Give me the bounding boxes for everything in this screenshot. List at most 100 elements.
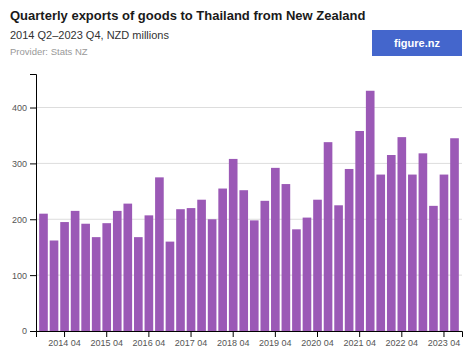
y-tick: 400: [12, 103, 36, 113]
bar: [355, 131, 364, 331]
x-tick-mark: [106, 331, 107, 337]
x-tick-mark: [148, 331, 149, 337]
x-tick-label: 2020 04: [301, 338, 334, 348]
x-tick: 2015 04: [90, 331, 123, 348]
y-tick: 100: [12, 271, 36, 281]
bar: [387, 155, 396, 331]
y-tick-mark: [30, 163, 36, 164]
title: Quarterly exports of goods to Thailand f…: [10, 8, 365, 23]
bar: [239, 190, 248, 331]
x-tick-mark: [191, 331, 192, 337]
x-tick-mark: [233, 331, 234, 337]
watermark-text: figure.nz: [394, 37, 440, 49]
y-tick-label: 300: [12, 159, 27, 169]
bar: [345, 169, 354, 331]
y-tick-label: 400: [12, 103, 27, 113]
bar: [176, 209, 185, 331]
x-tick: 2017 04: [175, 331, 208, 348]
bar: [303, 218, 312, 331]
watermark: figure.nz: [372, 30, 462, 56]
x-tick-label: 2018 04: [217, 338, 250, 348]
y-axis: 0 100 200 300 400: [12, 75, 37, 337]
x-tick: 2018 04: [217, 331, 250, 348]
y-axis-line: [30, 75, 37, 332]
grid-line: [36, 107, 462, 108]
y-tick-label: 100: [12, 271, 27, 281]
bar: [113, 211, 122, 331]
x-tick-label: 2023 04: [428, 338, 461, 348]
y-tick-mark: [30, 219, 36, 220]
x-tick: 2022 04: [386, 331, 419, 348]
x-tick-label: 2019 04: [259, 338, 292, 348]
bar: [145, 215, 154, 331]
y-tick: 300: [12, 159, 36, 169]
x-tick: 2021 04: [343, 331, 376, 348]
bar: [81, 224, 90, 331]
bar: [271, 168, 280, 331]
x-tick-label: 2021 04: [343, 338, 376, 348]
bar: [218, 189, 227, 331]
y-tick-mark: [30, 108, 36, 109]
bars: [39, 91, 459, 331]
x-tick-label: 2016 04: [133, 338, 166, 348]
bar: [71, 211, 80, 331]
y-tick: 200: [12, 215, 36, 225]
bar: [292, 229, 301, 331]
x-tick-mark: [317, 331, 318, 337]
y-tick-label: 200: [12, 215, 27, 225]
bar: [166, 242, 175, 331]
bar: [187, 208, 196, 331]
x-tick-mark: [401, 331, 402, 337]
bar: [450, 138, 459, 331]
bar: [313, 200, 322, 331]
bar: [366, 91, 375, 331]
y-tick-mark: [30, 275, 36, 276]
grid: [36, 108, 462, 331]
x-tick-label: 2014 04: [48, 338, 81, 348]
bar: [197, 200, 206, 331]
y-tick: 0: [22, 326, 36, 336]
bar: [429, 206, 438, 331]
bar: [376, 175, 385, 331]
x-axis-line: [37, 332, 463, 338]
bar: [324, 142, 333, 331]
provider: Provider: Stats NZ: [10, 46, 88, 57]
bar: [50, 240, 59, 331]
x-tick-mark: [64, 331, 65, 337]
bar: [134, 237, 143, 331]
y-tick-label: 0: [22, 326, 27, 336]
subtitle: 2014 Q2–2023 Q4, NZD millions: [10, 29, 169, 41]
bar: [155, 177, 164, 331]
x-tick: 2023 04: [428, 331, 461, 348]
bar: [229, 159, 238, 331]
bar: [123, 204, 132, 331]
x-tick-mark: [359, 331, 360, 337]
bar: [334, 205, 343, 331]
chart: Quarterly exports of goods to Thailand f…: [0, 0, 474, 355]
x-tick-label: 2017 04: [175, 338, 208, 348]
y-tick-mark: [30, 331, 36, 332]
bar: [102, 223, 111, 331]
bar: [419, 153, 428, 331]
x-tick: 2016 04: [133, 331, 166, 348]
bar: [60, 222, 69, 331]
x-tick: 2020 04: [301, 331, 334, 348]
bar: [39, 214, 48, 331]
x-tick-label: 2022 04: [386, 338, 419, 348]
x-tick-label: 2015 04: [90, 338, 123, 348]
bar: [250, 220, 259, 331]
plot: 2014 04 2015 04 2016 04 2017 04 2018 04 2019 …: [12, 75, 463, 349]
bar: [92, 237, 101, 331]
bar: [260, 201, 269, 331]
bar: [208, 219, 217, 331]
x-tick-mark: [275, 331, 276, 337]
bar: [282, 184, 291, 331]
bar: [408, 175, 417, 331]
x-tick: 2014 04: [48, 331, 81, 348]
watermark-badge: [372, 30, 462, 56]
x-axis: 2014 04 2015 04 2016 04 2017 04 2018 04 2019 …: [37, 331, 463, 348]
x-tick-mark: [443, 331, 444, 337]
bar: [440, 175, 449, 331]
x-tick: 2019 04: [259, 331, 292, 348]
bar: [397, 137, 406, 331]
